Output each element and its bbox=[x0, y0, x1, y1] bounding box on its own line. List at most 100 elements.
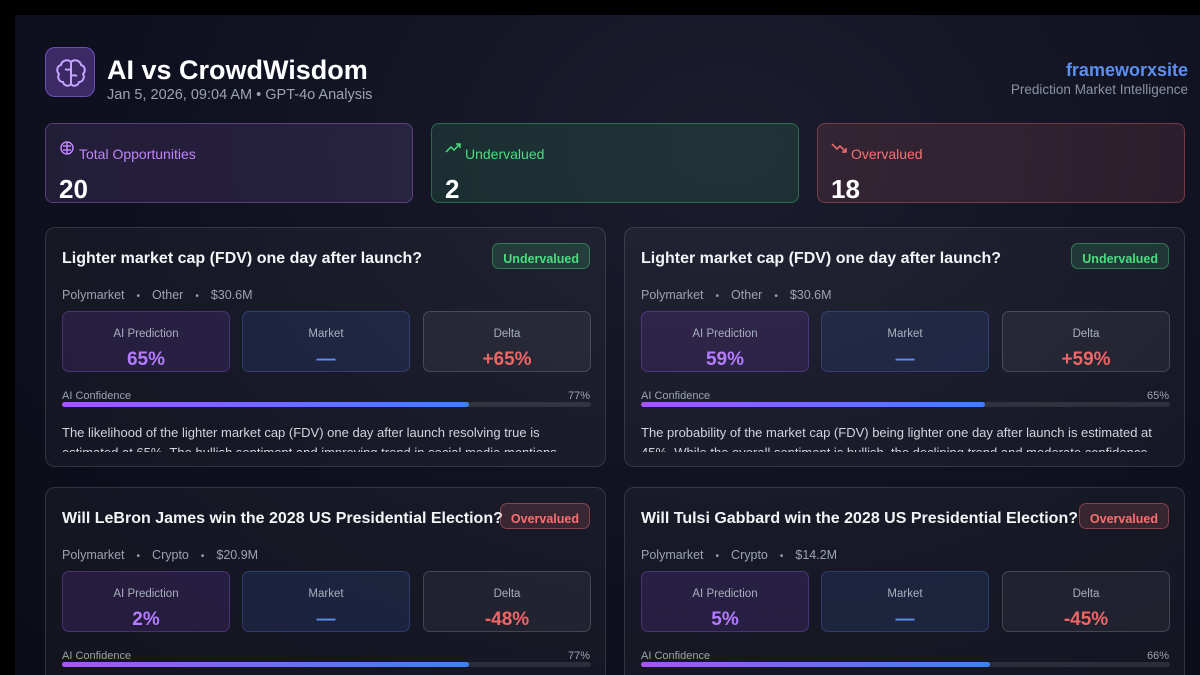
metric-value: -48% bbox=[484, 609, 530, 630]
metric-label: AI Prediction bbox=[692, 328, 758, 340]
confidence-label: AI Confidence bbox=[62, 390, 132, 402]
market-card[interactable]: Will Tulsi Gabbard win the 2028 US Presi… bbox=[624, 487, 1185, 675]
stat-label: Overvalued bbox=[851, 146, 923, 162]
tagline: Prediction Market Intelligence bbox=[1010, 82, 1188, 97]
stat-card: Total Opportunities 20 bbox=[45, 123, 413, 204]
title: AI vs CrowdWisdom bbox=[107, 55, 368, 85]
metric-label: AI Prediction bbox=[113, 588, 179, 600]
metric-box: Market — bbox=[821, 311, 989, 372]
confidence-value: 77% bbox=[567, 390, 590, 402]
market-card[interactable]: Lighter market cap (FDV) one day after l… bbox=[45, 227, 606, 467]
metric-value: 5% bbox=[711, 609, 739, 630]
status-badge: Undervalued bbox=[1071, 243, 1169, 269]
meta-item: $30.6M bbox=[762, 288, 832, 302]
metric-value: — bbox=[316, 349, 336, 370]
meta-item: $14.2M bbox=[768, 548, 837, 562]
description: The probability of the market cap (FDV) … bbox=[641, 425, 1152, 452]
confidence-track bbox=[62, 662, 591, 667]
meta-item: Other bbox=[704, 288, 762, 302]
meta-item: Polymarket bbox=[62, 288, 125, 302]
confidence-value: 66% bbox=[1146, 650, 1169, 662]
confidence-bar bbox=[641, 402, 985, 407]
meta-item: Polymarket bbox=[641, 548, 704, 562]
metric-label: Delta bbox=[1072, 328, 1100, 340]
dashboard: AI vs CrowdWisdom Jan 5, 2026, 09:04 AM … bbox=[15, 15, 1200, 675]
brand[interactable]: frameworxsite bbox=[1065, 60, 1188, 80]
status-badge: Overvalued bbox=[1078, 503, 1169, 529]
card-title: Lighter market cap (FDV) one day after l… bbox=[62, 250, 423, 267]
metric-label: Market bbox=[887, 588, 923, 600]
confidence-track bbox=[641, 662, 1170, 667]
card-title: Lighter market cap (FDV) one day after l… bbox=[641, 250, 1002, 267]
card-title: Will Tulsi Gabbard win the 2028 US Presi… bbox=[641, 510, 1078, 527]
confidence-label: AI Confidence bbox=[62, 650, 132, 662]
metric-box: AI Prediction 2% bbox=[62, 571, 230, 632]
metric-box: Delta +65% bbox=[423, 311, 591, 372]
stat-icon bbox=[445, 143, 461, 153]
confidence-value: 65% bbox=[1146, 390, 1169, 402]
metric-box: Market — bbox=[821, 571, 989, 632]
metric-value: — bbox=[316, 609, 336, 630]
confidence-value: 77% bbox=[567, 650, 590, 662]
stat-card: Overvalued 18 bbox=[817, 123, 1185, 204]
meta-item: Crypto bbox=[704, 548, 768, 562]
brain-icon bbox=[56, 59, 86, 87]
metric-box: AI Prediction 59% bbox=[641, 311, 809, 372]
logo-icon bbox=[45, 47, 95, 97]
metric-value: +59% bbox=[1061, 349, 1111, 370]
market-card[interactable]: Lighter market cap (FDV) one day after l… bbox=[624, 227, 1185, 467]
stat-value: 18 bbox=[831, 174, 860, 204]
metric-box: Delta -48% bbox=[423, 571, 591, 632]
stat-label: Undervalued bbox=[465, 146, 545, 162]
stat-value: 2 bbox=[445, 174, 460, 204]
stat-icon bbox=[831, 143, 847, 153]
metric-label: Market bbox=[887, 328, 923, 340]
metric-value: 2% bbox=[132, 609, 160, 630]
stat-icon bbox=[60, 141, 74, 155]
card-meta: PolymarketCrypto$14.2M bbox=[641, 548, 837, 562]
metric-value: — bbox=[895, 349, 915, 370]
meta-item: Polymarket bbox=[641, 288, 704, 302]
card-meta: PolymarketOther$30.6M bbox=[641, 288, 832, 302]
metric-box: Delta -45% bbox=[1002, 571, 1170, 632]
confidence-label: AI Confidence bbox=[641, 390, 711, 402]
card-meta: PolymarketOther$30.6M bbox=[62, 288, 253, 302]
subtitle: Jan 5, 2026, 09:04 AM • GPT-4o Analysis bbox=[107, 87, 373, 103]
meta-item: Crypto bbox=[125, 548, 189, 562]
meta-item: Polymarket bbox=[62, 548, 125, 562]
metric-box: Market — bbox=[242, 571, 410, 632]
market-card[interactable]: Will LeBron James win the 2028 US Presid… bbox=[45, 487, 606, 675]
card-title: Will LeBron James win the 2028 US Presid… bbox=[62, 510, 503, 527]
confidence-label: AI Confidence bbox=[641, 650, 711, 662]
stat-value: 20 bbox=[59, 174, 88, 204]
metric-label: Delta bbox=[1072, 588, 1100, 600]
confidence-bar bbox=[641, 662, 991, 667]
meta-item: $30.6M bbox=[183, 288, 253, 302]
metric-value: -45% bbox=[1063, 609, 1109, 630]
metric-label: Market bbox=[308, 328, 344, 340]
confidence-bar bbox=[62, 402, 470, 407]
metric-label: AI Prediction bbox=[692, 588, 758, 600]
meta-item: Other bbox=[125, 288, 183, 302]
metric-value: — bbox=[895, 609, 915, 630]
confidence-bar bbox=[62, 662, 470, 667]
metric-label: AI Prediction bbox=[113, 328, 179, 340]
confidence-track bbox=[641, 402, 1170, 407]
metric-value: 65% bbox=[126, 349, 166, 370]
metric-value: 59% bbox=[705, 349, 745, 370]
card-meta: PolymarketCrypto$20.9M bbox=[62, 548, 258, 562]
metric-label: Delta bbox=[493, 588, 521, 600]
status-badge: Overvalued bbox=[499, 503, 590, 529]
description: The likelihood of the lighter market cap… bbox=[62, 425, 557, 452]
metric-value: +65% bbox=[482, 349, 532, 370]
stat-label: Total Opportunities bbox=[79, 146, 196, 162]
metric-box: AI Prediction 5% bbox=[641, 571, 809, 632]
status-badge: Undervalued bbox=[492, 243, 590, 269]
metric-label: Delta bbox=[493, 328, 521, 340]
meta-item: $20.9M bbox=[189, 548, 258, 562]
stat-card: Undervalued 2 bbox=[431, 123, 799, 204]
metric-box: Market — bbox=[242, 311, 410, 372]
confidence-track bbox=[62, 402, 591, 407]
metric-box: Delta +59% bbox=[1002, 311, 1170, 372]
